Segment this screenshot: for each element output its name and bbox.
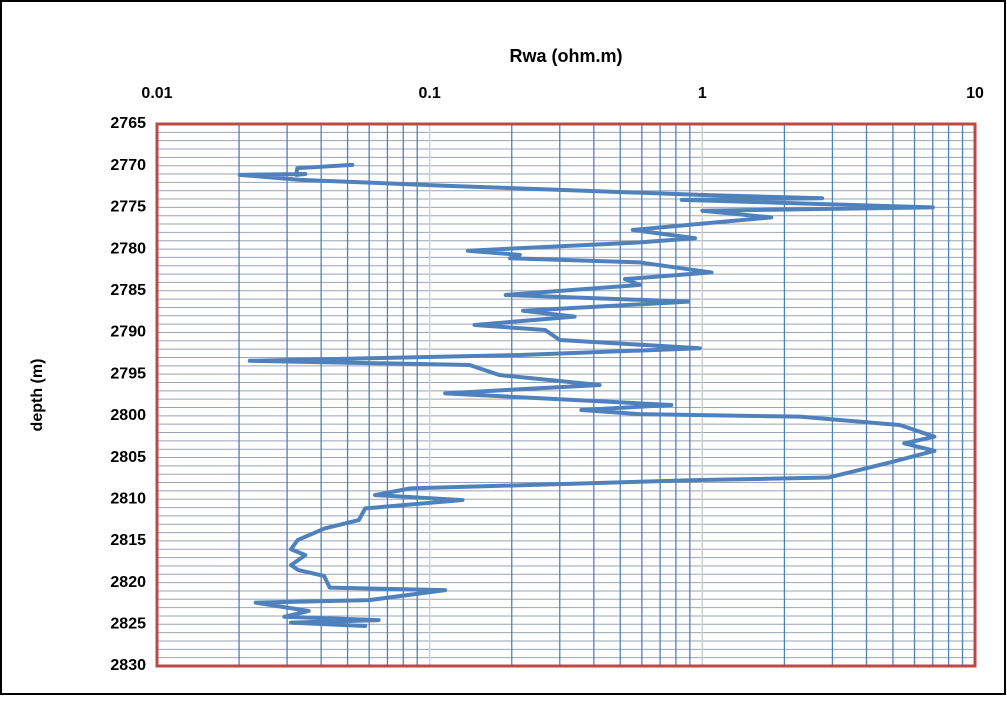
y-tick-label: 2780 <box>110 240 146 257</box>
y-tick-label: 2795 <box>110 365 146 382</box>
y-tick-label: 2805 <box>110 449 146 466</box>
x-tick-label: 0.1 <box>419 85 441 102</box>
x-tick-label: 0.01 <box>141 85 172 102</box>
x-tick-label: 1 <box>698 85 707 102</box>
plot-border <box>155 122 977 668</box>
y-axis-label: depth (m) <box>29 359 46 432</box>
y-tick-label: 2790 <box>110 324 146 341</box>
y-tick-label: 2800 <box>110 407 146 424</box>
y-tick-label: 2785 <box>110 282 146 299</box>
marks <box>237 162 937 628</box>
chart-title: Rwa (ohm.m) <box>509 46 622 66</box>
y-tick-label: 2815 <box>110 532 146 549</box>
y-tick-label: 2770 <box>110 157 146 174</box>
y-tick-label: 2825 <box>110 616 146 633</box>
y-tick-label: 2775 <box>110 199 146 216</box>
y-tick-label: 2820 <box>110 574 146 591</box>
y-tick-label: 2765 <box>110 115 146 132</box>
y-tick-label: 2810 <box>110 490 146 507</box>
y-tick-label: 2830 <box>110 657 146 674</box>
data-line <box>237 162 937 628</box>
x-tick-label: 10 <box>966 85 984 102</box>
